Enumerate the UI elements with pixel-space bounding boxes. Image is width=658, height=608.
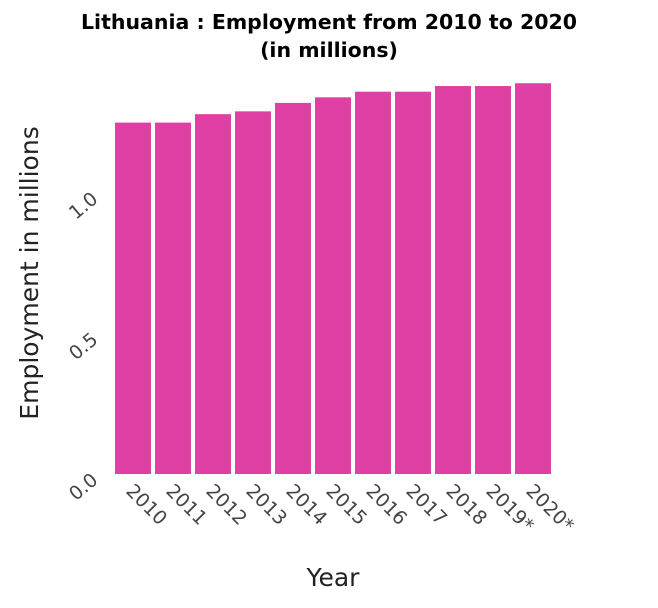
- x-tick-label: 2016: [361, 480, 411, 530]
- x-axis-ticks: 2010201120122013201420152016201720182019…: [121, 480, 577, 536]
- chart-subtitle: (in millions): [260, 38, 398, 62]
- bar-2019: [475, 86, 511, 475]
- bar-2012: [195, 114, 231, 474]
- bar-2018: [435, 86, 471, 475]
- bar-2015: [315, 97, 351, 475]
- bar-2017: [395, 91, 431, 475]
- bar-2014: [275, 102, 311, 474]
- x-tick-label: 2015: [321, 480, 371, 530]
- bars: [115, 83, 551, 475]
- chart-title: Lithuania : Employment from 2010 to 2020: [81, 10, 577, 34]
- y-tick-label: 1.0: [65, 188, 102, 224]
- bar-2020: [515, 83, 551, 475]
- y-tick-label: 0.0: [65, 469, 102, 505]
- x-tick-label: 2018: [441, 480, 491, 530]
- bar-2011: [155, 122, 191, 474]
- bar-2013: [235, 111, 271, 475]
- x-tick-label: 2012: [201, 480, 251, 530]
- x-tick-label: 2010: [121, 480, 171, 530]
- x-tick-label: 2014: [281, 480, 331, 530]
- bar-2010: [115, 122, 151, 474]
- x-tick-label: 2017: [401, 480, 451, 530]
- x-axis-label: Year: [306, 563, 361, 592]
- x-tick-label: 2013: [241, 480, 291, 530]
- bar-2016: [355, 91, 391, 475]
- y-tick-label: 0.5: [65, 328, 102, 364]
- y-axis-ticks: 0.0 0.5 1.0: [65, 188, 102, 505]
- x-tick-label: 2011: [161, 480, 211, 530]
- y-axis-label: Employment in millions: [15, 126, 44, 419]
